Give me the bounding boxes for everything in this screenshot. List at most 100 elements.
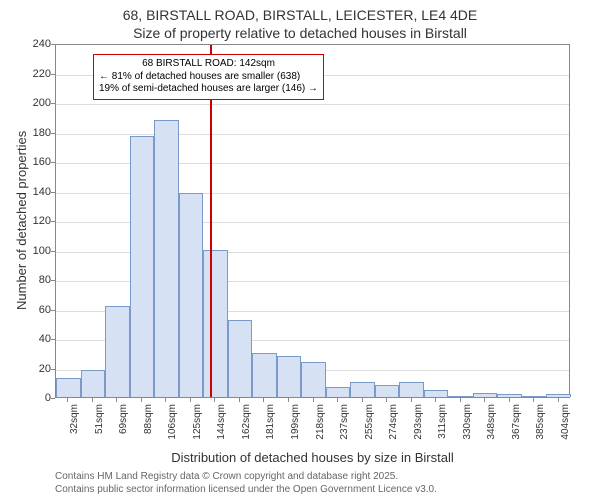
chart-titles: 68, BIRSTALL ROAD, BIRSTALL, LEICESTER, … xyxy=(0,6,600,42)
y-tick-label: 100 xyxy=(25,245,51,257)
x-tick-label: 144sqm xyxy=(216,404,227,454)
histogram-chart: 68, BIRSTALL ROAD, BIRSTALL, LEICESTER, … xyxy=(0,0,600,500)
histogram-bar xyxy=(350,382,375,397)
y-tick-label: 40 xyxy=(25,333,51,345)
y-tick-mark xyxy=(51,162,55,163)
y-tick-label: 140 xyxy=(25,186,51,198)
x-tick-label: 255sqm xyxy=(364,404,375,454)
x-tick-label: 330sqm xyxy=(462,404,473,454)
x-tick-mark xyxy=(313,398,314,402)
x-tick-mark xyxy=(92,398,93,402)
x-tick-mark xyxy=(509,398,510,402)
x-tick-label: 69sqm xyxy=(118,404,129,454)
y-tick-mark xyxy=(51,133,55,134)
gridline xyxy=(56,104,569,105)
plot-area: 68 BIRSTALL ROAD: 142sqm← 81% of detache… xyxy=(55,44,570,398)
annotation-box: 68 BIRSTALL ROAD: 142sqm← 81% of detache… xyxy=(93,54,324,100)
x-tick-label: 274sqm xyxy=(388,404,399,454)
y-tick-label: 180 xyxy=(25,127,51,139)
y-tick-label: 220 xyxy=(25,68,51,80)
histogram-bar xyxy=(277,356,302,397)
histogram-bar xyxy=(228,320,253,397)
annotation-line-1: 68 BIRSTALL ROAD: 142sqm xyxy=(99,58,318,71)
x-tick-mark xyxy=(411,398,412,402)
x-tick-mark xyxy=(67,398,68,402)
histogram-bar xyxy=(105,306,130,397)
x-tick-mark xyxy=(533,398,534,402)
chart-title-2: Size of property relative to detached ho… xyxy=(0,24,600,42)
y-tick-mark xyxy=(51,398,55,399)
x-tick-mark xyxy=(165,398,166,402)
histogram-bar xyxy=(399,382,424,397)
x-tick-mark xyxy=(386,398,387,402)
x-tick-label: 218sqm xyxy=(315,404,326,454)
x-tick-mark xyxy=(558,398,559,402)
x-tick-label: 106sqm xyxy=(167,404,178,454)
x-tick-label: 51sqm xyxy=(94,404,105,454)
histogram-bar xyxy=(81,370,106,397)
x-tick-mark xyxy=(337,398,338,402)
y-tick-mark xyxy=(51,280,55,281)
histogram-bar xyxy=(130,136,155,397)
y-tick-label: 160 xyxy=(25,156,51,168)
histogram-bar xyxy=(546,394,571,397)
y-tick-label: 200 xyxy=(25,97,51,109)
x-tick-mark xyxy=(460,398,461,402)
histogram-bar xyxy=(424,390,449,397)
x-tick-mark xyxy=(239,398,240,402)
histogram-bar xyxy=(326,387,351,397)
chart-footer: Contains HM Land Registry data © Crown c… xyxy=(55,470,437,496)
annotation-line-3: 19% of semi-detached houses are larger (… xyxy=(99,83,318,96)
x-tick-label: 125sqm xyxy=(192,404,203,454)
x-tick-mark xyxy=(116,398,117,402)
x-tick-mark xyxy=(190,398,191,402)
y-tick-mark xyxy=(51,192,55,193)
histogram-bar xyxy=(154,120,179,397)
footer-line-2: Contains public sector information licen… xyxy=(55,483,437,496)
histogram-bar xyxy=(497,394,522,397)
histogram-bar xyxy=(522,396,547,397)
y-tick-mark xyxy=(51,339,55,340)
histogram-bar xyxy=(301,362,326,397)
annotation-line-2: ← 81% of detached houses are smaller (63… xyxy=(99,71,318,84)
x-tick-mark xyxy=(484,398,485,402)
x-tick-label: 385sqm xyxy=(535,404,546,454)
x-tick-label: 162sqm xyxy=(241,404,252,454)
x-tick-label: 181sqm xyxy=(265,404,276,454)
x-tick-label: 293sqm xyxy=(413,404,424,454)
x-tick-label: 367sqm xyxy=(511,404,522,454)
y-tick-mark xyxy=(51,44,55,45)
y-tick-mark xyxy=(51,74,55,75)
x-tick-mark xyxy=(288,398,289,402)
x-tick-mark xyxy=(141,398,142,402)
x-tick-mark xyxy=(362,398,363,402)
x-tick-label: 348sqm xyxy=(486,404,497,454)
gridline xyxy=(56,134,569,135)
histogram-bar xyxy=(375,385,400,397)
y-tick-label: 0 xyxy=(25,392,51,404)
histogram-bar xyxy=(252,353,277,397)
y-tick-label: 80 xyxy=(25,274,51,286)
y-tick-mark xyxy=(51,310,55,311)
histogram-bar xyxy=(179,193,204,397)
y-tick-label: 20 xyxy=(25,363,51,375)
histogram-bar xyxy=(203,250,228,398)
y-tick-mark xyxy=(51,103,55,104)
x-tick-label: 199sqm xyxy=(290,404,301,454)
y-tick-mark xyxy=(51,369,55,370)
x-tick-label: 88sqm xyxy=(143,404,154,454)
x-tick-mark xyxy=(214,398,215,402)
x-tick-mark xyxy=(435,398,436,402)
x-tick-mark xyxy=(263,398,264,402)
y-tick-label: 60 xyxy=(25,304,51,316)
x-tick-label: 311sqm xyxy=(437,404,448,454)
y-tick-mark xyxy=(51,221,55,222)
footer-line-1: Contains HM Land Registry data © Crown c… xyxy=(55,470,437,483)
y-tick-label: 240 xyxy=(25,38,51,50)
x-tick-label: 32sqm xyxy=(69,404,80,454)
x-tick-label: 237sqm xyxy=(339,404,350,454)
histogram-bar xyxy=(448,396,473,397)
x-tick-label: 404sqm xyxy=(560,404,571,454)
y-tick-label: 120 xyxy=(25,215,51,227)
histogram-bar xyxy=(56,378,81,397)
